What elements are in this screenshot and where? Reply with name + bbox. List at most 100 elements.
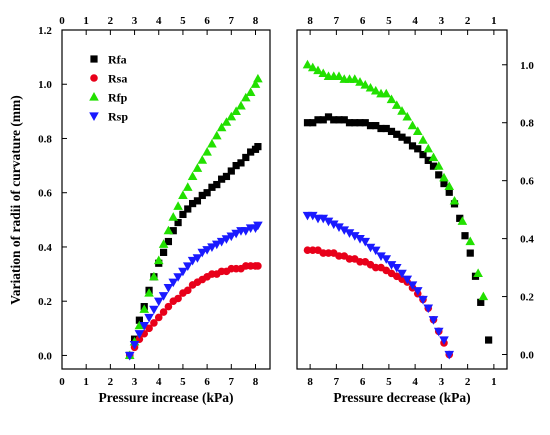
x-tick-label-bottom: 3: [132, 376, 138, 388]
legend-marker-rfp: [89, 92, 99, 101]
x-tick-label-top: 5: [180, 15, 186, 27]
point-rsa: [164, 302, 173, 311]
panel-decrease-frame: [296, 29, 508, 370]
x-tick-label-top: 6: [204, 15, 210, 27]
x-tick-label-bottom: 3: [439, 376, 445, 388]
point-rfa: [485, 336, 493, 344]
point-rsp: [307, 211, 318, 221]
point-rsp: [418, 295, 428, 305]
point-rsp: [444, 350, 455, 360]
point-rfa: [387, 127, 396, 136]
point-rfp: [134, 320, 145, 330]
point-rsa: [356, 257, 364, 266]
panel-increase-axes: 0 0 1 1 2 2 3 3 4 4 5 5 6 6 7 7 8 8 0.0 0.2 0.4 0.6 0.8 1.0 1.2: [38, 15, 259, 388]
point-rfp: [428, 152, 439, 162]
point-rsp: [323, 217, 334, 227]
point-rfp: [423, 143, 434, 153]
y-tick-label: 0.2: [520, 292, 534, 304]
point-rsp: [339, 226, 350, 235]
panel-increase-frame: [61, 29, 271, 370]
point-rsa: [174, 294, 182, 303]
point-rsa: [154, 313, 163, 322]
point-rfp: [302, 59, 313, 69]
point-rfp: [250, 79, 261, 88]
series-rsp-increase: [124, 221, 263, 361]
y-tick-label: 0.4: [520, 234, 534, 246]
point-rfa: [213, 180, 221, 189]
point-rsp: [144, 313, 154, 323]
point-rsp: [129, 340, 140, 350]
x-tick-label-top: 5: [386, 15, 392, 27]
legend-marker-rfa: [90, 55, 98, 63]
point-rfp: [202, 147, 212, 156]
point-rfa: [227, 167, 235, 175]
x-tick-label-bottom: 8: [253, 376, 259, 388]
point-rfa: [232, 162, 240, 170]
point-rfa: [135, 316, 143, 324]
point-rsp: [182, 262, 193, 271]
x-tick-label-top: 3: [439, 15, 445, 27]
point-rfp: [381, 88, 392, 98]
legend: Rfa Rsa Rfp Rsp: [89, 53, 128, 124]
point-rfa: [340, 116, 348, 124]
panel-increase-marks: [124, 73, 263, 361]
point-rfa: [159, 248, 168, 256]
point-rfp: [397, 106, 407, 115]
point-rsp: [381, 255, 392, 264]
point-rsp: [216, 237, 227, 247]
point-rfa: [372, 122, 380, 130]
x-tick-label-bottom: 2: [465, 376, 471, 388]
point-rfp: [449, 195, 460, 205]
y-tick-label: 1.0: [38, 79, 52, 91]
point-rfa: [193, 197, 202, 205]
x-tick-label-bottom: 2: [108, 376, 114, 388]
point-rfp: [158, 239, 169, 248]
point-rfa: [456, 214, 464, 222]
y-axis-title: Variation of radii of curvature (mm): [8, 95, 23, 305]
point-rsa: [254, 262, 262, 270]
point-rsp: [163, 284, 174, 293]
x-tick-label-top: 4: [412, 15, 418, 27]
point-rfp: [207, 138, 217, 148]
point-rsp: [376, 252, 386, 261]
point-rsp: [397, 269, 407, 279]
x-tick-label-bottom: 6: [204, 376, 210, 388]
point-rfp: [178, 190, 188, 200]
x-tick-label-bottom: 0: [59, 376, 65, 388]
point-rsp: [221, 235, 232, 244]
panel-decrease-marks: [302, 59, 493, 360]
point-rfa: [424, 156, 432, 164]
point-rsp: [423, 304, 434, 314]
point-rfp: [365, 82, 376, 92]
x-tick-label-top: 7: [229, 15, 235, 27]
point-rfp: [349, 74, 360, 83]
point-rfp: [478, 291, 489, 301]
y-tick-label: 1.2: [38, 25, 52, 37]
point-rfa: [393, 130, 401, 138]
x-tick-label-top: 0: [59, 15, 65, 27]
point-rsp: [253, 221, 263, 231]
point-rfa: [345, 119, 354, 127]
point-rfp: [153, 255, 164, 265]
point-rsa: [335, 252, 343, 260]
point-rfa: [247, 148, 255, 156]
x-tick-label-top: 1: [491, 15, 497, 27]
point-rfp: [444, 181, 455, 191]
point-rfp: [216, 122, 227, 132]
point-rfa: [398, 133, 406, 141]
point-rfa: [382, 124, 390, 133]
legend-marker-rsa: [90, 74, 98, 82]
point-rfp: [231, 106, 241, 115]
point-rsa: [324, 249, 333, 257]
x-tick-label-top: 8: [253, 15, 259, 27]
x-tick-label-bottom: 5: [180, 376, 186, 388]
point-rfp: [245, 87, 256, 96]
point-rsp: [365, 243, 376, 253]
point-rsp: [149, 305, 159, 315]
point-rfp: [221, 117, 232, 126]
y-tick-label: 0.6: [38, 188, 52, 200]
point-rsp: [412, 287, 423, 296]
point-rfa: [174, 218, 182, 227]
legend-label-rfa: Rfa: [108, 53, 127, 67]
point-rfp: [168, 212, 179, 221]
